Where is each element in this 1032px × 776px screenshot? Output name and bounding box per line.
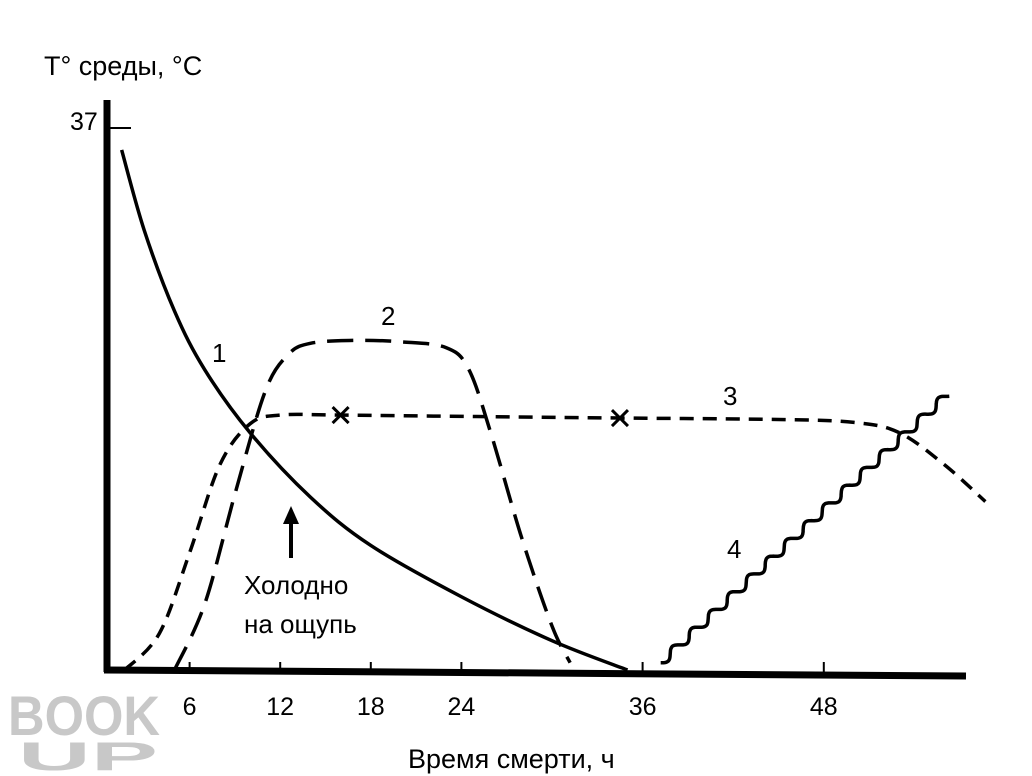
y-tick-label: 37	[70, 108, 98, 136]
watermark-logo: BOOK UP	[8, 684, 160, 776]
annotation-cold-to-touch: Холодно на ощупь	[244, 506, 357, 639]
x-tick-label: 24	[447, 693, 475, 721]
series-label-3: 3	[723, 381, 737, 411]
series-3-line	[123, 412, 987, 672]
x-tick-label: 12	[266, 693, 294, 721]
x-axis-label: Время смерти, ч	[408, 744, 615, 774]
x-marker	[331, 406, 350, 425]
x-tick-label: 6	[183, 693, 197, 721]
x-axis	[103, 666, 967, 680]
series-label-2: 2	[381, 301, 395, 331]
series-label-1: 1	[212, 338, 226, 368]
x-tick-label: 48	[810, 693, 838, 721]
x-marker	[610, 408, 630, 428]
series-4-line	[660, 394, 950, 665]
series-2-line	[172, 338, 572, 671]
svg-text:BOOK: BOOK	[8, 684, 160, 747]
svg-text:UP: UP	[18, 735, 158, 776]
x-tick-label: 36	[629, 693, 657, 721]
annotation-line-1: Холодно	[244, 570, 348, 600]
annotation-line-2: на ощупь	[244, 609, 357, 639]
series-label-4: 4	[727, 534, 741, 564]
y-axis-label: T° среды, °C	[44, 51, 202, 81]
annotation-arrowhead	[283, 506, 299, 524]
series-1-line	[119, 149, 629, 672]
x-tick-label: 18	[357, 693, 385, 721]
